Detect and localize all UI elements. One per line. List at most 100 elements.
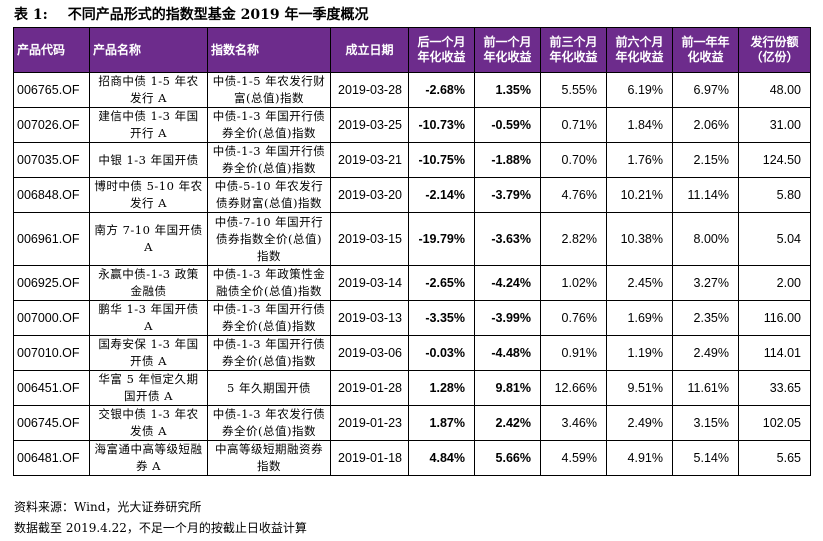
cell-index: 中债-7-10 年国开行债券指数全价(总值)指数: [207, 212, 331, 266]
cell-ret-before-1m: -0.59%: [474, 107, 541, 143]
cell-date: 2019-01-28: [330, 370, 409, 406]
table-header-row: 产品代码 产品名称 指数名称 成立日期 后一个月年化收益 前一个月年化收益 前三…: [13, 27, 811, 73]
cell-ret-before-6m: 2.49%: [606, 405, 673, 441]
header-ret-before-6m: 前六个月年化收益: [606, 27, 673, 73]
table-row: 006848.OF 博时中债 5-10 年农发行 A 中债-5-10 年农发行债…: [13, 177, 811, 213]
cell-index: 中债-1-3 年国开行债券全价(总值)指数: [207, 142, 331, 178]
cell-issue-shares: 5.80: [738, 177, 811, 213]
cell-ret-before-6m: 4.91%: [606, 440, 673, 476]
cell-issue-shares: 124.50: [738, 142, 811, 178]
cell-date: 2019-03-25: [330, 107, 409, 143]
cell-ret-before-1y: 3.27%: [672, 265, 739, 301]
cell-issue-shares: 48.00: [738, 72, 811, 108]
header-ret-before-3m: 前三个月年化收益: [540, 27, 607, 73]
cell-index: 中债-1-3 年政策性金融债全价(总值)指数: [207, 265, 331, 301]
table-row: 006745.OF 交银中债 1-3 年农发债 A 中债-1-3 年农发行债券全…: [13, 405, 811, 441]
cell-ret-after-1m: -2.14%: [408, 177, 475, 213]
table-title-label: 表 1:: [14, 7, 48, 23]
cell-ret-before-1y: 6.97%: [672, 72, 739, 108]
table-row: 007000.OF 鹏华 1-3 年国开债 A 中债-1-3 年国开行债券全价(…: [13, 300, 811, 336]
cell-ret-after-1m: 4.84%: [408, 440, 475, 476]
data-cutoff-note: 数据截至 2019.4.22，不足一个月的按截止日收益计算: [14, 521, 307, 535]
header-ret-before-1y: 前一年年化收益: [672, 27, 739, 73]
cell-ret-before-1m: 1.35%: [474, 72, 541, 108]
header-ret-before-1m: 前一个月年化收益: [474, 27, 541, 73]
cell-issue-shares: 114.01: [738, 335, 811, 371]
cell-ret-before-3m: 2.82%: [540, 212, 607, 266]
cell-ret-before-6m: 9.51%: [606, 370, 673, 406]
cell-index: 中高等级短期融资券指数: [207, 440, 331, 476]
cell-ret-before-1m: -3.63%: [474, 212, 541, 266]
cell-ret-after-1m: -10.73%: [408, 107, 475, 143]
cell-issue-shares: 5.04: [738, 212, 811, 266]
cell-index: 中债-1-3 年国开行债券全价(总值)指数: [207, 300, 331, 336]
cell-ret-before-1m: -3.99%: [474, 300, 541, 336]
cell-ret-after-1m: -3.35%: [408, 300, 475, 336]
cell-ret-before-1m: 9.81%: [474, 370, 541, 406]
table-title-text: 不同产品形式的指数型基金 2019 年一季度概况: [67, 7, 369, 23]
cell-ret-before-6m: 1.84%: [606, 107, 673, 143]
cell-date: 2019-03-14: [330, 265, 409, 301]
header-index: 指数名称: [207, 27, 331, 73]
cell-ret-after-1m: -19.79%: [408, 212, 475, 266]
cell-code: 007010.OF: [13, 335, 90, 371]
cell-ret-before-3m: 1.02%: [540, 265, 607, 301]
cell-issue-shares: 31.00: [738, 107, 811, 143]
cell-code: 006848.OF: [13, 177, 90, 213]
cell-date: 2019-01-18: [330, 440, 409, 476]
table-row: 007035.OF 中银 1-3 年国开债 中债-1-3 年国开行债券全价(总值…: [13, 142, 811, 178]
cell-ret-before-1y: 11.14%: [672, 177, 739, 213]
cell-name: 中银 1-3 年国开债: [89, 142, 208, 178]
cell-index: 中债-5-10 年农发行债券财富(总值)指数: [207, 177, 331, 213]
cell-ret-before-1m: -4.24%: [474, 265, 541, 301]
cell-ret-before-1y: 2.06%: [672, 107, 739, 143]
cell-ret-after-1m: -10.75%: [408, 142, 475, 178]
cell-date: 2019-03-15: [330, 212, 409, 266]
header-date: 成立日期: [330, 27, 409, 73]
cell-ret-after-1m: 1.87%: [408, 405, 475, 441]
cell-name: 南方 7-10 年国开债 A: [89, 212, 208, 266]
cell-code: 006925.OF: [13, 265, 90, 301]
cell-ret-before-3m: 4.59%: [540, 440, 607, 476]
cell-ret-after-1m: -0.03%: [408, 335, 475, 371]
cell-date: 2019-03-13: [330, 300, 409, 336]
source-note: 资料来源：Wind，光大证券研究所: [14, 500, 202, 514]
table-row: 006765.OF 招商中债 1-5 年农发行 A 中债-1-5 年农发行财富(…: [13, 72, 811, 108]
cell-ret-before-3m: 3.46%: [540, 405, 607, 441]
cell-date: 2019-01-23: [330, 405, 409, 441]
cell-ret-before-3m: 0.71%: [540, 107, 607, 143]
cell-name: 鹏华 1-3 年国开债 A: [89, 300, 208, 336]
cell-ret-before-1y: 2.35%: [672, 300, 739, 336]
cell-ret-before-1m: -3.79%: [474, 177, 541, 213]
cell-ret-before-3m: 12.66%: [540, 370, 607, 406]
cell-name: 永赢中债-1-3 政策金融债: [89, 265, 208, 301]
cell-index: 5 年久期国开债: [207, 370, 331, 406]
cell-issue-shares: 2.00: [738, 265, 811, 301]
cell-name: 建信中债 1-3 年国开行 A: [89, 107, 208, 143]
cell-ret-after-1m: -2.68%: [408, 72, 475, 108]
cell-index: 中债-1-3 年国开行债券全价(总值)指数: [207, 335, 331, 371]
cell-date: 2019-03-21: [330, 142, 409, 178]
cell-ret-before-6m: 6.19%: [606, 72, 673, 108]
cell-ret-before-6m: 2.45%: [606, 265, 673, 301]
table-row: 007010.OF 国寿安保 1-3 年国开债 A 中债-1-3 年国开行债券全…: [13, 335, 811, 371]
cell-ret-before-6m: 1.19%: [606, 335, 673, 371]
cell-ret-before-1y: 5.14%: [672, 440, 739, 476]
table-title: 表 1: 不同产品形式的指数型基金 2019 年一季度概况: [14, 3, 814, 27]
table-row: 006451.OF 华富 5 年恒定久期国开债 A 5 年久期国开债 2019-…: [13, 370, 811, 406]
cell-ret-before-3m: 0.70%: [540, 142, 607, 178]
cell-ret-before-3m: 5.55%: [540, 72, 607, 108]
header-issue-shares: 发行份额（亿份）: [738, 27, 811, 73]
cell-index: 中债-1-3 年国开行债券全价(总值)指数: [207, 107, 331, 143]
cell-date: 2019-03-20: [330, 177, 409, 213]
cell-code: 007026.OF: [13, 107, 90, 143]
cell-code: 007035.OF: [13, 142, 90, 178]
cell-index: 中债-1-3 年农发行债券全价(总值)指数: [207, 405, 331, 441]
table-row: 006961.OF 南方 7-10 年国开债 A 中债-7-10 年国开行债券指…: [13, 212, 811, 266]
cell-ret-after-1m: -2.65%: [408, 265, 475, 301]
cell-ret-before-1m: 5.66%: [474, 440, 541, 476]
cell-issue-shares: 102.05: [738, 405, 811, 441]
cell-ret-before-1y: 2.49%: [672, 335, 739, 371]
cell-name: 招商中债 1-5 年农发行 A: [89, 72, 208, 108]
table-row: 007026.OF 建信中债 1-3 年国开行 A 中债-1-3 年国开行债券全…: [13, 107, 811, 143]
